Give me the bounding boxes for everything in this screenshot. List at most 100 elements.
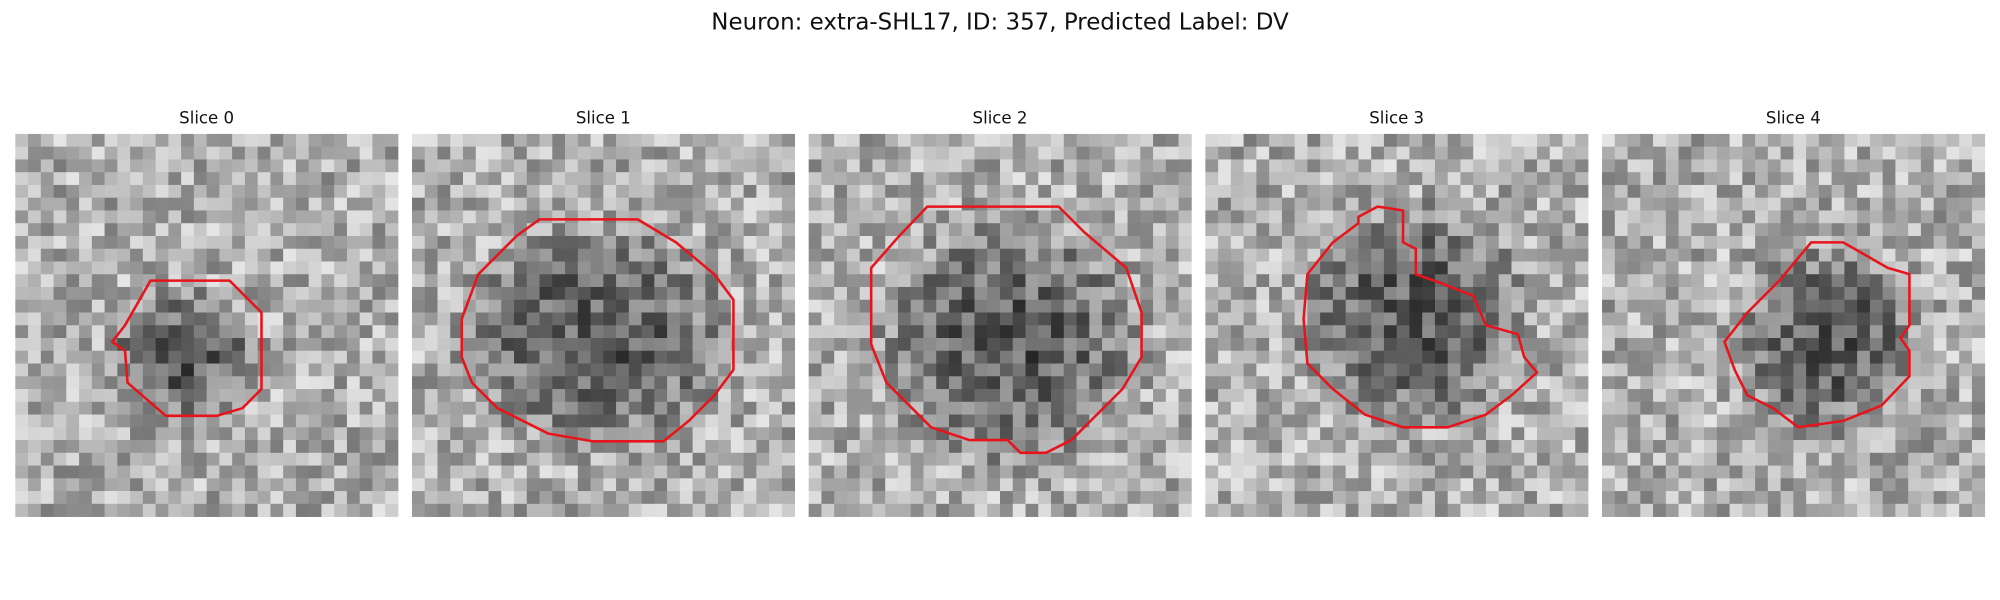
pixel bbox=[859, 427, 873, 441]
pixel bbox=[1640, 261, 1654, 275]
pixel bbox=[1000, 414, 1014, 428]
pixel bbox=[142, 350, 156, 364]
pixel bbox=[1959, 146, 1973, 160]
pixel bbox=[1307, 452, 1321, 466]
pixel bbox=[987, 401, 1001, 415]
pixel bbox=[424, 325, 438, 339]
pixel bbox=[1627, 312, 1641, 326]
pixel bbox=[28, 159, 42, 173]
pixel bbox=[679, 248, 693, 262]
pixel bbox=[79, 478, 93, 492]
pixel bbox=[270, 286, 284, 301]
pixel bbox=[359, 312, 373, 326]
pixel bbox=[1460, 465, 1474, 479]
pixel bbox=[1602, 376, 1616, 390]
pixel bbox=[872, 197, 886, 211]
pixel bbox=[475, 503, 489, 517]
pixel bbox=[334, 184, 348, 199]
pixel bbox=[781, 299, 796, 313]
pixel bbox=[1640, 389, 1654, 403]
pixel bbox=[834, 338, 848, 352]
pixel bbox=[1320, 312, 1334, 326]
pixel bbox=[1076, 210, 1090, 224]
pixel bbox=[1076, 414, 1090, 428]
pixel bbox=[910, 286, 924, 301]
pixel bbox=[1640, 210, 1654, 224]
pixel bbox=[1729, 235, 1743, 250]
pixel bbox=[346, 440, 361, 454]
pixel bbox=[1895, 312, 1909, 326]
pixel bbox=[948, 478, 963, 492]
pixel bbox=[1320, 427, 1334, 441]
pixel bbox=[1473, 261, 1487, 275]
pixel bbox=[514, 210, 528, 224]
pixel bbox=[1755, 248, 1769, 262]
pixel bbox=[1396, 184, 1410, 199]
pixel bbox=[1536, 465, 1551, 479]
pixel bbox=[539, 440, 553, 454]
pixel bbox=[257, 146, 271, 160]
pixel bbox=[1575, 197, 1589, 211]
pixel bbox=[1920, 299, 1935, 313]
pixel bbox=[1294, 197, 1308, 211]
pixel bbox=[181, 427, 195, 441]
pixel bbox=[1345, 172, 1359, 186]
pixel bbox=[244, 261, 259, 275]
pixel bbox=[385, 338, 399, 352]
pixel bbox=[424, 452, 438, 466]
pixel bbox=[1025, 261, 1039, 275]
pixel bbox=[346, 146, 361, 160]
pixel bbox=[193, 261, 208, 275]
pixel bbox=[142, 248, 156, 262]
pixel bbox=[1755, 338, 1769, 352]
pixel bbox=[1460, 197, 1474, 211]
pixel bbox=[859, 172, 873, 186]
pixel bbox=[1371, 503, 1385, 517]
pixel bbox=[1102, 146, 1116, 160]
pixel bbox=[948, 210, 963, 224]
pixel bbox=[1627, 172, 1641, 186]
pixel bbox=[1012, 286, 1026, 301]
pixel bbox=[219, 350, 233, 364]
pixel bbox=[295, 350, 310, 364]
pixel bbox=[552, 465, 566, 479]
pixel bbox=[1434, 312, 1449, 326]
pixel bbox=[411, 491, 426, 505]
pixel bbox=[1332, 503, 1347, 517]
pixel bbox=[1844, 325, 1858, 339]
pixel bbox=[1038, 503, 1052, 517]
pixel bbox=[155, 503, 169, 517]
pixel bbox=[1320, 503, 1334, 517]
pixel bbox=[1447, 312, 1461, 326]
pixel bbox=[104, 414, 118, 428]
pixel bbox=[514, 299, 528, 313]
pixel bbox=[1959, 414, 1973, 428]
pixel bbox=[1012, 389, 1026, 403]
pixel bbox=[257, 363, 271, 377]
pixel bbox=[1818, 146, 1833, 160]
pixel bbox=[66, 491, 80, 505]
pixel bbox=[1933, 235, 1947, 250]
pixel bbox=[359, 389, 373, 403]
pixel bbox=[603, 261, 617, 275]
pixel bbox=[1281, 133, 1296, 148]
pixel bbox=[897, 146, 912, 160]
pixel bbox=[1627, 389, 1641, 403]
pixel bbox=[885, 401, 899, 415]
pixel bbox=[1742, 491, 1756, 505]
pixel bbox=[463, 197, 477, 211]
pixel bbox=[526, 363, 540, 377]
pixel bbox=[424, 261, 438, 275]
pixel bbox=[821, 478, 835, 492]
pixel bbox=[781, 286, 796, 301]
pixel bbox=[1000, 338, 1014, 352]
pixel bbox=[117, 401, 131, 415]
pixel bbox=[1511, 350, 1525, 364]
pixel bbox=[603, 401, 617, 415]
pixel bbox=[1076, 478, 1090, 492]
pixel bbox=[718, 235, 732, 250]
pixel bbox=[526, 261, 540, 275]
pixel bbox=[936, 261, 950, 275]
pixel bbox=[385, 172, 399, 186]
pixel bbox=[743, 478, 757, 492]
